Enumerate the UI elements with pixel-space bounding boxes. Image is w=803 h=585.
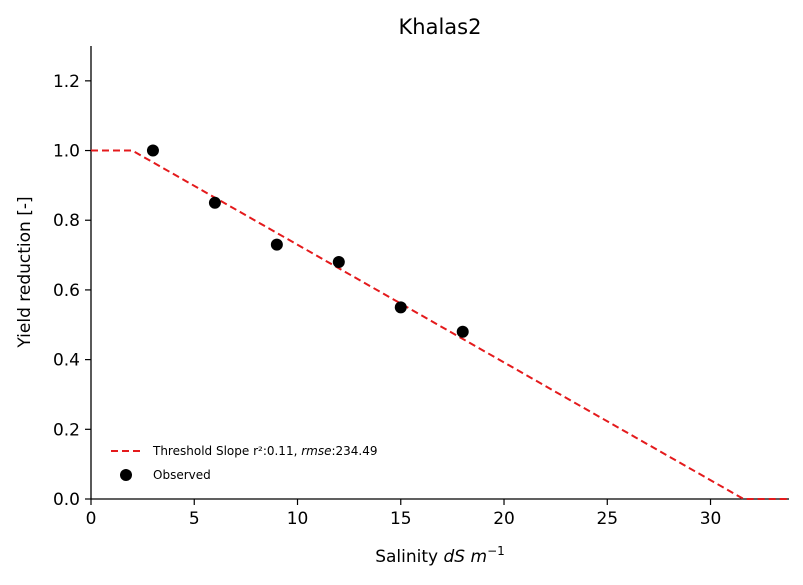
legend-label-part: r²	[253, 444, 263, 458]
legend-label-part: Threshold Slope	[152, 444, 253, 458]
x-tick-label: 25	[596, 509, 618, 529]
observed-point	[146, 144, 159, 157]
legend-label-part: :0.11,	[263, 444, 301, 458]
series-layer	[91, 144, 789, 500]
observed-point	[270, 238, 283, 251]
y-tick-label: 1.2	[53, 72, 80, 92]
x-axis-label-unit: dS m	[444, 547, 488, 567]
y-tick-label: 0.6	[53, 281, 80, 301]
x-tick-label: 10	[287, 509, 309, 529]
x-tick-label: 0	[86, 509, 97, 529]
y-tick-label: 1.0	[53, 142, 80, 162]
x-axis-label: Salinity dS m−1	[375, 544, 505, 567]
y-tick-label: 0.8	[53, 211, 80, 231]
y-tick-label: 0.0	[53, 490, 80, 510]
x-axis-label-prefix: Salinity	[375, 547, 443, 567]
x-axis-label-exponent: −1	[487, 544, 505, 558]
plot-area: 0 5 10 15 20 25 30 0.0 0.2 0.4 0.6 0.8 1.0 1.2	[53, 46, 789, 529]
y-axis-label: Yield reduction [-]	[15, 196, 35, 348]
legend-label-observed: Observed	[153, 468, 211, 482]
legend: Threshold Slope r²:0.11, rmse:234.49 Obse…	[111, 444, 378, 482]
x-tick-label: 15	[390, 509, 412, 529]
observed-point	[394, 301, 407, 314]
x-tick-label: 5	[189, 509, 200, 529]
legend-label-threshold-slope: Threshold Slope r²:0.11, rmse:234.49	[152, 444, 378, 458]
chart-title: Khalas2	[399, 15, 482, 39]
x-ticks: 0 5 10 15 20 25 30	[86, 499, 722, 529]
observed-point	[332, 256, 345, 269]
observed-point	[456, 325, 469, 338]
legend-label-part: :234.49	[331, 444, 377, 458]
x-tick-label: 30	[700, 509, 722, 529]
legend-point-swatch	[120, 469, 132, 481]
x-tick-label: 20	[493, 509, 515, 529]
legend-label-part: rmse	[301, 444, 331, 458]
observed-point	[208, 196, 221, 209]
legend-label-part: Observed	[153, 468, 211, 482]
y-ticks: 0.0 0.2 0.4 0.6 0.8 1.0 1.2	[53, 72, 91, 510]
y-tick-label: 0.2	[53, 420, 80, 440]
y-tick-label: 0.4	[53, 351, 80, 371]
